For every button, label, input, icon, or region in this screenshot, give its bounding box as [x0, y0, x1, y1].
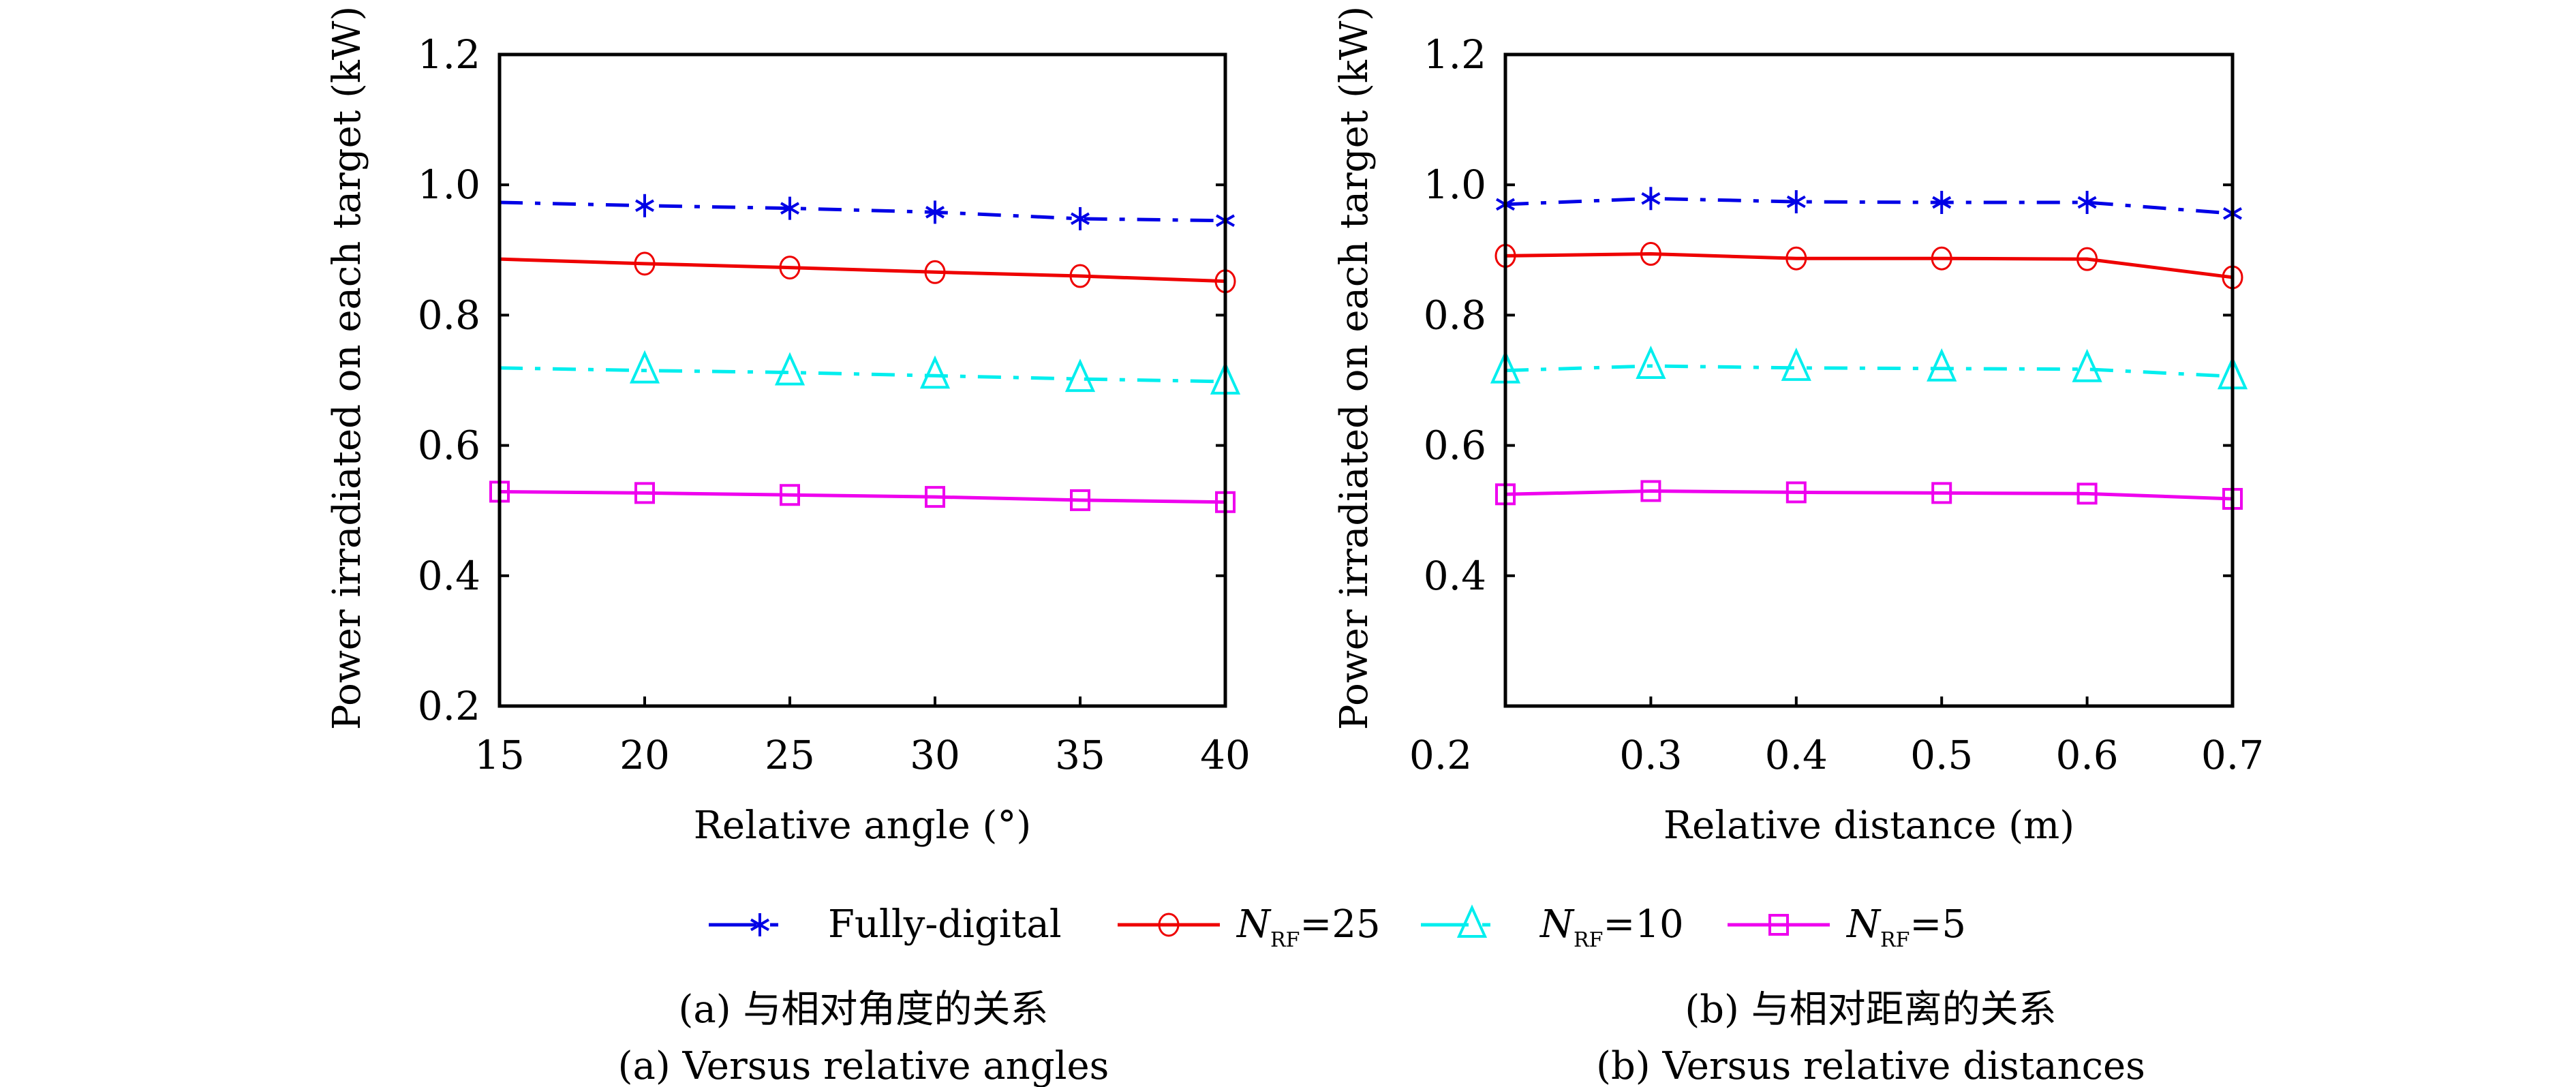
x-tick-label: 30	[910, 732, 960, 778]
y-tick-label: 0.8	[418, 292, 480, 338]
data-point	[1927, 348, 1957, 382]
data-point	[2077, 191, 2097, 215]
series-line-1	[499, 200, 1226, 223]
data-point	[925, 200, 945, 224]
y-axis-label: Power irradiated on each target (kW)	[1332, 6, 1377, 731]
legend-item: NRF=5	[1728, 902, 1966, 952]
data-point	[925, 486, 945, 508]
data-point	[634, 251, 656, 276]
x-tick-label: 40	[1200, 732, 1251, 778]
legend-marker-square-icon	[1768, 914, 1789, 936]
data-point	[2076, 483, 2098, 505]
x-tick-label: 0.4	[1765, 732, 1828, 778]
y-axis-label: Power irradiated on each target (kW)	[325, 6, 369, 731]
data-point	[1640, 242, 1661, 266]
x-axis-label: Relative distance (m)	[1663, 803, 2074, 848]
y-tick-label: 0.8	[1424, 292, 1486, 338]
data-point	[1640, 480, 1661, 502]
data-point	[634, 482, 655, 504]
data-point	[1786, 190, 1806, 214]
x-tick-label: 25	[765, 732, 815, 778]
legend-label: NRF=10	[1539, 902, 1684, 952]
series-line-2	[1505, 252, 2233, 279]
series-line-3	[1505, 364, 2233, 378]
data-point	[1636, 346, 1666, 379]
y-tick-label: 0.6	[418, 423, 480, 469]
caption-english: (b) Versus relative distances	[1596, 1044, 2145, 1087]
plot-frame	[497, 52, 1227, 708]
legend-label: Fully-digital	[828, 902, 1062, 947]
y-tick-label: 0.2	[418, 683, 480, 729]
caption-english: (a) Versus relative angles	[618, 1044, 1109, 1087]
legend-label: NRF=25	[1236, 902, 1381, 952]
data-point	[2076, 247, 2098, 271]
data-point	[780, 196, 799, 220]
legend-marker-asterisk-icon	[750, 913, 769, 936]
plot-frame	[1503, 52, 2235, 708]
x-tick-label: 0.6	[2055, 732, 2118, 778]
legend-marker-triangle-icon	[1456, 904, 1488, 938]
legend-item: NRF=25	[1118, 902, 1381, 952]
y-tick-label: 0.4	[418, 553, 480, 599]
data-point	[635, 194, 654, 217]
data-point	[919, 355, 951, 389]
series-line-4	[499, 489, 1226, 504]
x-tick-label: 35	[1055, 732, 1105, 778]
x-tick-label: 20	[619, 732, 670, 778]
y-tick-label: 0.4	[1424, 553, 1486, 599]
chart-b: 0.2 0.3 0.4 0.5 0.6 0.7 0.4 0.6 0.8 1.0 1.2 Relativ…	[1332, 6, 2264, 1087]
data-point	[779, 256, 801, 280]
data-point	[1064, 358, 1096, 393]
series-line-4	[1505, 489, 2233, 501]
data-point	[924, 260, 946, 284]
data-point	[1071, 206, 1090, 230]
data-point	[629, 350, 660, 384]
legend-label: NRF=5	[1845, 902, 1966, 952]
data-point	[780, 484, 800, 506]
x-tick-label: 0.7	[2201, 732, 2264, 778]
data-point	[1931, 246, 1952, 271]
x-tick-label: 0.3	[1619, 732, 1682, 778]
data-point	[1781, 347, 1811, 381]
y-tick-label: 1.2	[418, 31, 480, 78]
y-tick-label: 1.0	[1424, 162, 1486, 208]
data-point	[1931, 482, 1952, 504]
data-point	[1070, 489, 1090, 511]
x-tick-label: 0.5	[1910, 732, 1973, 778]
series-line-1	[1505, 196, 2233, 215]
legend: Fully-digital NRF=25 NRF=10 NRF=5	[709, 902, 1966, 952]
y-tick-label: 0.6	[1424, 423, 1486, 469]
legend-item: NRF=10	[1421, 902, 1684, 952]
caption-chinese: (a) 与相对角度的关系	[679, 988, 1049, 1032]
y-tick-label: 1.2	[1424, 31, 1486, 78]
data-point	[1069, 264, 1091, 288]
series-line-2	[499, 257, 1226, 284]
y-tick-label: 1.0	[418, 162, 480, 208]
x-tick-label: 0.2	[1409, 732, 1472, 778]
series-line-3	[499, 366, 1226, 384]
data-point	[1785, 481, 1807, 504]
caption-chinese: (b) 与相对距离的关系	[1685, 988, 2056, 1032]
data-point	[2072, 348, 2102, 382]
x-axis-label: Relative angle (°)	[694, 803, 1031, 848]
x-tick-label: 15	[474, 732, 525, 778]
data-point	[1932, 191, 1952, 215]
legend-marker-circle-icon	[1158, 913, 1180, 937]
data-point	[1641, 187, 1661, 211]
chart-a: 15 20 25 30 35 40 0.2 0.4 0.6 0.8 1.0 1.2 Relative a…	[325, 6, 1251, 1087]
data-point	[774, 352, 806, 386]
data-point	[1785, 246, 1807, 271]
legend-item: Fully-digital	[709, 902, 1062, 947]
